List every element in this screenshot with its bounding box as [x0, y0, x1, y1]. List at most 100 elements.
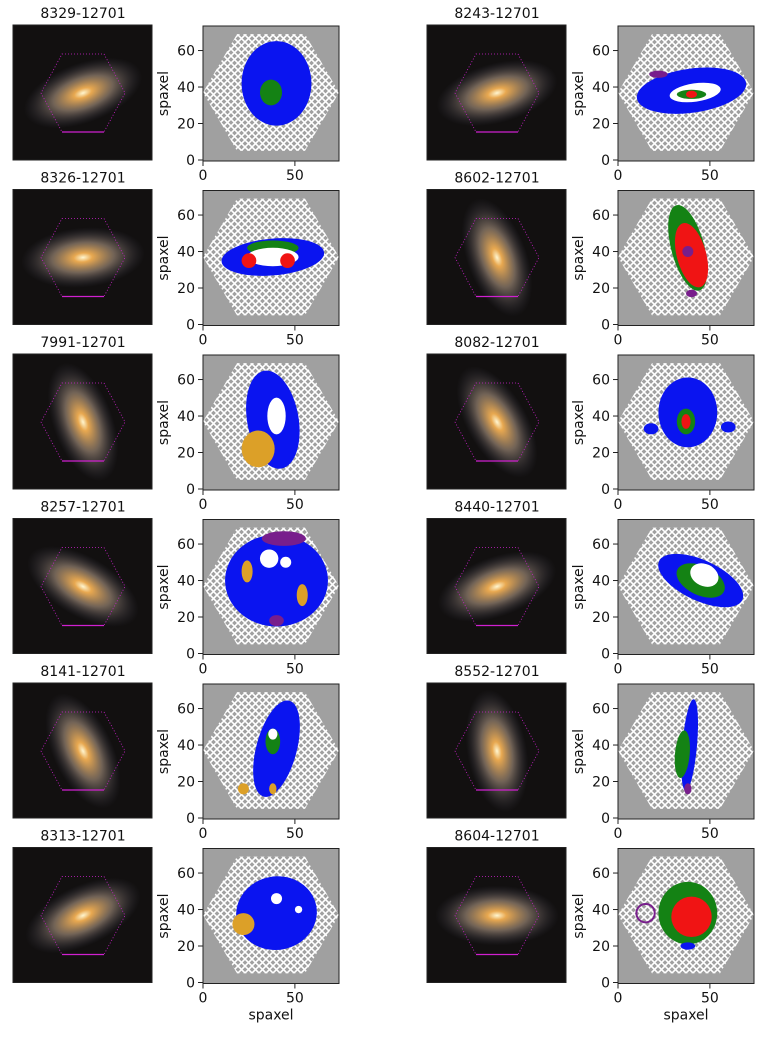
- region: [684, 783, 692, 795]
- x-tick-label: 0: [199, 497, 208, 513]
- y-tick-label: 0: [601, 811, 610, 827]
- y-tick-label: 60: [592, 702, 610, 718]
- y-tick-label: 20: [177, 117, 195, 133]
- galaxy-image: [426, 847, 567, 983]
- y-tick-label: 60: [592, 44, 610, 60]
- ifu-hexagon: [454, 53, 540, 133]
- x-tick-label: 50: [286, 333, 304, 349]
- x-tick-label: 50: [701, 662, 719, 678]
- galaxy-image: [426, 518, 567, 654]
- x-tick-label: 50: [286, 826, 304, 842]
- y-tick-label: 40: [592, 409, 610, 425]
- y-tick-label: 60: [592, 866, 610, 882]
- map-frame: [202, 848, 340, 984]
- galaxy: [461, 198, 533, 317]
- y-tick-label: 40: [177, 80, 195, 96]
- y-tick-label: 0: [186, 153, 195, 169]
- map-frame: [202, 190, 340, 326]
- region: [280, 556, 292, 568]
- panel-title: 8141-12701: [40, 664, 125, 680]
- panel-title: 7991-12701: [40, 335, 125, 351]
- galaxy: [23, 57, 143, 129]
- y-tick-label: 0: [186, 318, 195, 334]
- region: [671, 896, 712, 938]
- panel-title: 8313-12701: [40, 829, 125, 845]
- region: [269, 783, 277, 795]
- map-frame: [202, 519, 340, 655]
- ifu-hexagon: [454, 876, 540, 955]
- x-tick-label: 0: [199, 333, 208, 349]
- ifu-hexagon: [454, 218, 540, 297]
- y-tick-label: 20: [592, 775, 610, 791]
- region: [271, 893, 283, 905]
- y-tick-label: 40: [592, 574, 610, 590]
- y-tick-label: 60: [177, 44, 195, 60]
- region: [241, 560, 253, 583]
- region: [280, 253, 295, 268]
- region: [682, 246, 694, 258]
- region: [267, 397, 286, 435]
- x-tick-label: 50: [286, 991, 304, 1007]
- map-frame: [617, 519, 755, 655]
- y-axis-label: spaxel: [156, 729, 172, 774]
- panel-title: 8602-12701: [454, 171, 539, 187]
- galaxy-image: [12, 518, 153, 654]
- y-tick-label: 20: [177, 281, 195, 297]
- y-tick-label: 20: [592, 610, 610, 626]
- x-tick-label: 0: [614, 333, 623, 349]
- region: [268, 728, 278, 740]
- y-axis-label: spaxel: [571, 235, 587, 280]
- y-tick-label: 60: [177, 702, 195, 718]
- x-tick-label: 0: [614, 662, 623, 678]
- y-axis-label: spaxel: [571, 893, 587, 938]
- y-tick-label: 60: [177, 537, 195, 553]
- galaxy-image: [12, 847, 153, 983]
- region: [259, 549, 279, 568]
- panel-title: 8326-12701: [40, 171, 125, 187]
- y-tick-label: 40: [177, 245, 195, 261]
- region: [690, 563, 719, 587]
- map-frame: [202, 25, 340, 162]
- y-tick-label: 40: [592, 245, 610, 261]
- panel-title: 8257-12701: [40, 500, 125, 516]
- y-tick-label: 60: [592, 373, 610, 389]
- x-tick-label: 50: [286, 497, 304, 513]
- y-tick-label: 40: [177, 738, 195, 754]
- ifu-hexagon: [454, 547, 540, 626]
- map-frame: [617, 848, 755, 984]
- x-tick-label: 0: [199, 991, 208, 1007]
- galaxy: [437, 551, 557, 622]
- y-tick-label: 0: [186, 976, 195, 992]
- galaxy-image: [426, 24, 567, 161]
- galaxy: [25, 877, 141, 954]
- region: [225, 534, 328, 627]
- galaxy: [45, 693, 121, 809]
- region: [680, 942, 696, 950]
- galaxy: [436, 59, 558, 127]
- region: [294, 905, 303, 914]
- y-tick-label: 20: [592, 117, 610, 133]
- ifu-hexagon: [40, 711, 126, 791]
- region: [643, 423, 659, 435]
- y-tick-label: 40: [592, 80, 610, 96]
- region: [686, 90, 698, 98]
- y-tick-label: 20: [177, 446, 195, 462]
- ifu-hexagon: [454, 382, 540, 462]
- region: [232, 913, 255, 936]
- x-tick-label: 50: [701, 497, 719, 513]
- region: [720, 421, 736, 433]
- ifu-hexagon: [40, 53, 126, 133]
- panel-title: 8082-12701: [454, 335, 539, 351]
- x-tick-label: 0: [199, 826, 208, 842]
- ifu-hexagon: [40, 876, 126, 955]
- region: [259, 79, 283, 106]
- galaxy-image: [12, 189, 153, 325]
- galaxy-image: [426, 682, 567, 819]
- y-axis-label: spaxel: [156, 235, 172, 280]
- galaxy: [465, 689, 529, 813]
- y-tick-label: 60: [177, 866, 195, 882]
- panel-title: 8552-12701: [454, 664, 539, 680]
- y-tick-label: 20: [592, 446, 610, 462]
- map-frame: [617, 25, 755, 162]
